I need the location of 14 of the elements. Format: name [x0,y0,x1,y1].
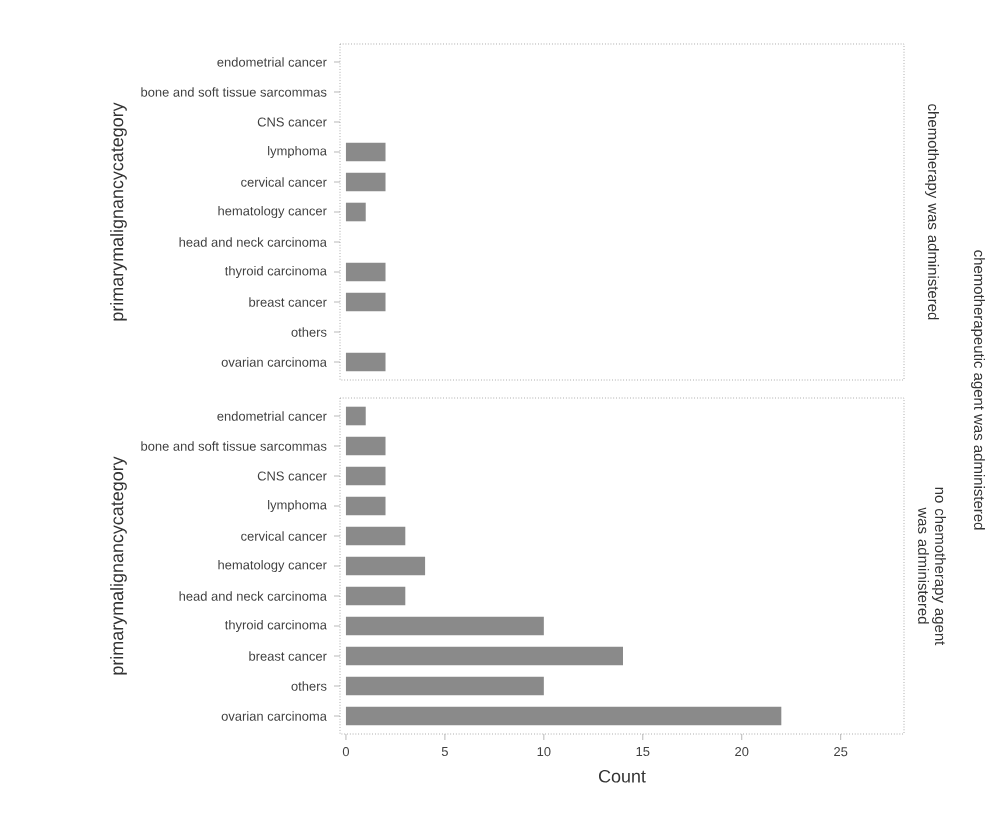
bar [345,496,386,516]
bar [345,406,366,426]
bar [345,616,544,636]
bar [345,676,544,696]
y-axis-title: primarymalignancycategory [110,456,127,675]
y-axis-title: primarymalignancycategory [110,102,127,321]
bar [345,436,386,456]
bar [345,526,406,546]
x-axis-title: Count [598,769,646,783]
bar [345,646,623,666]
bar [345,466,386,486]
bar [345,556,426,576]
bar [345,706,782,726]
bar [345,586,406,606]
